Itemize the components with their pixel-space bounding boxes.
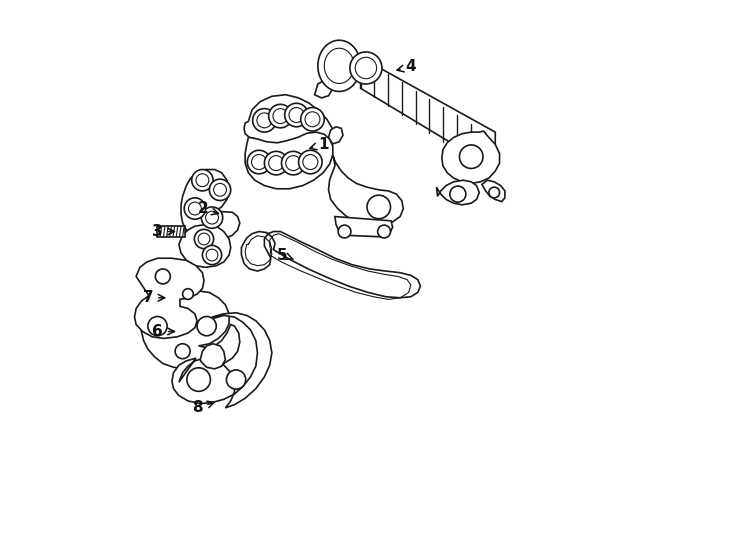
Circle shape [214, 184, 227, 196]
Circle shape [301, 107, 324, 131]
Polygon shape [360, 57, 495, 170]
Circle shape [303, 154, 318, 170]
Circle shape [489, 187, 500, 198]
Circle shape [305, 112, 320, 127]
Circle shape [367, 195, 390, 219]
Polygon shape [482, 180, 505, 201]
Polygon shape [442, 131, 500, 184]
Text: 6: 6 [152, 324, 175, 339]
Text: 8: 8 [192, 400, 214, 415]
Polygon shape [329, 155, 404, 225]
Circle shape [299, 150, 322, 174]
Circle shape [269, 156, 283, 171]
Circle shape [289, 107, 304, 123]
Circle shape [187, 368, 211, 392]
Circle shape [196, 174, 208, 187]
Circle shape [156, 269, 170, 284]
Circle shape [450, 186, 466, 202]
Circle shape [148, 316, 167, 336]
Circle shape [206, 249, 218, 261]
Text: 5: 5 [277, 247, 294, 262]
Circle shape [273, 109, 288, 124]
Polygon shape [329, 127, 343, 144]
Circle shape [247, 150, 271, 174]
Text: 7: 7 [142, 291, 164, 305]
Polygon shape [134, 258, 204, 339]
Circle shape [269, 104, 292, 128]
Polygon shape [318, 40, 360, 91]
Circle shape [285, 103, 308, 127]
Circle shape [198, 233, 210, 245]
Polygon shape [324, 48, 355, 84]
Circle shape [192, 170, 213, 191]
Circle shape [338, 225, 351, 238]
Circle shape [227, 370, 246, 389]
Text: 1: 1 [310, 137, 328, 152]
Circle shape [189, 202, 201, 215]
Text: 2: 2 [197, 201, 219, 216]
Circle shape [264, 151, 288, 175]
Circle shape [459, 145, 483, 168]
Text: 3: 3 [152, 224, 175, 239]
Circle shape [209, 179, 230, 200]
Circle shape [175, 344, 190, 359]
Polygon shape [172, 313, 272, 408]
Circle shape [203, 245, 222, 265]
Circle shape [378, 225, 390, 238]
Polygon shape [315, 80, 333, 98]
Circle shape [252, 109, 276, 132]
Polygon shape [181, 170, 240, 241]
Circle shape [286, 156, 301, 171]
Circle shape [184, 198, 206, 219]
Polygon shape [158, 226, 185, 237]
Circle shape [183, 289, 193, 299]
Circle shape [252, 154, 266, 170]
Polygon shape [179, 225, 230, 267]
Polygon shape [138, 291, 240, 369]
Polygon shape [241, 232, 421, 298]
Polygon shape [244, 94, 334, 158]
Circle shape [281, 151, 305, 175]
Circle shape [201, 207, 222, 228]
Polygon shape [200, 344, 225, 369]
Circle shape [350, 52, 382, 84]
Circle shape [206, 211, 219, 224]
Polygon shape [437, 180, 479, 205]
Polygon shape [245, 132, 333, 189]
Circle shape [355, 57, 377, 79]
Circle shape [197, 316, 217, 336]
Text: 4: 4 [397, 59, 416, 75]
Circle shape [195, 230, 214, 248]
Polygon shape [335, 217, 393, 237]
Circle shape [257, 113, 272, 128]
